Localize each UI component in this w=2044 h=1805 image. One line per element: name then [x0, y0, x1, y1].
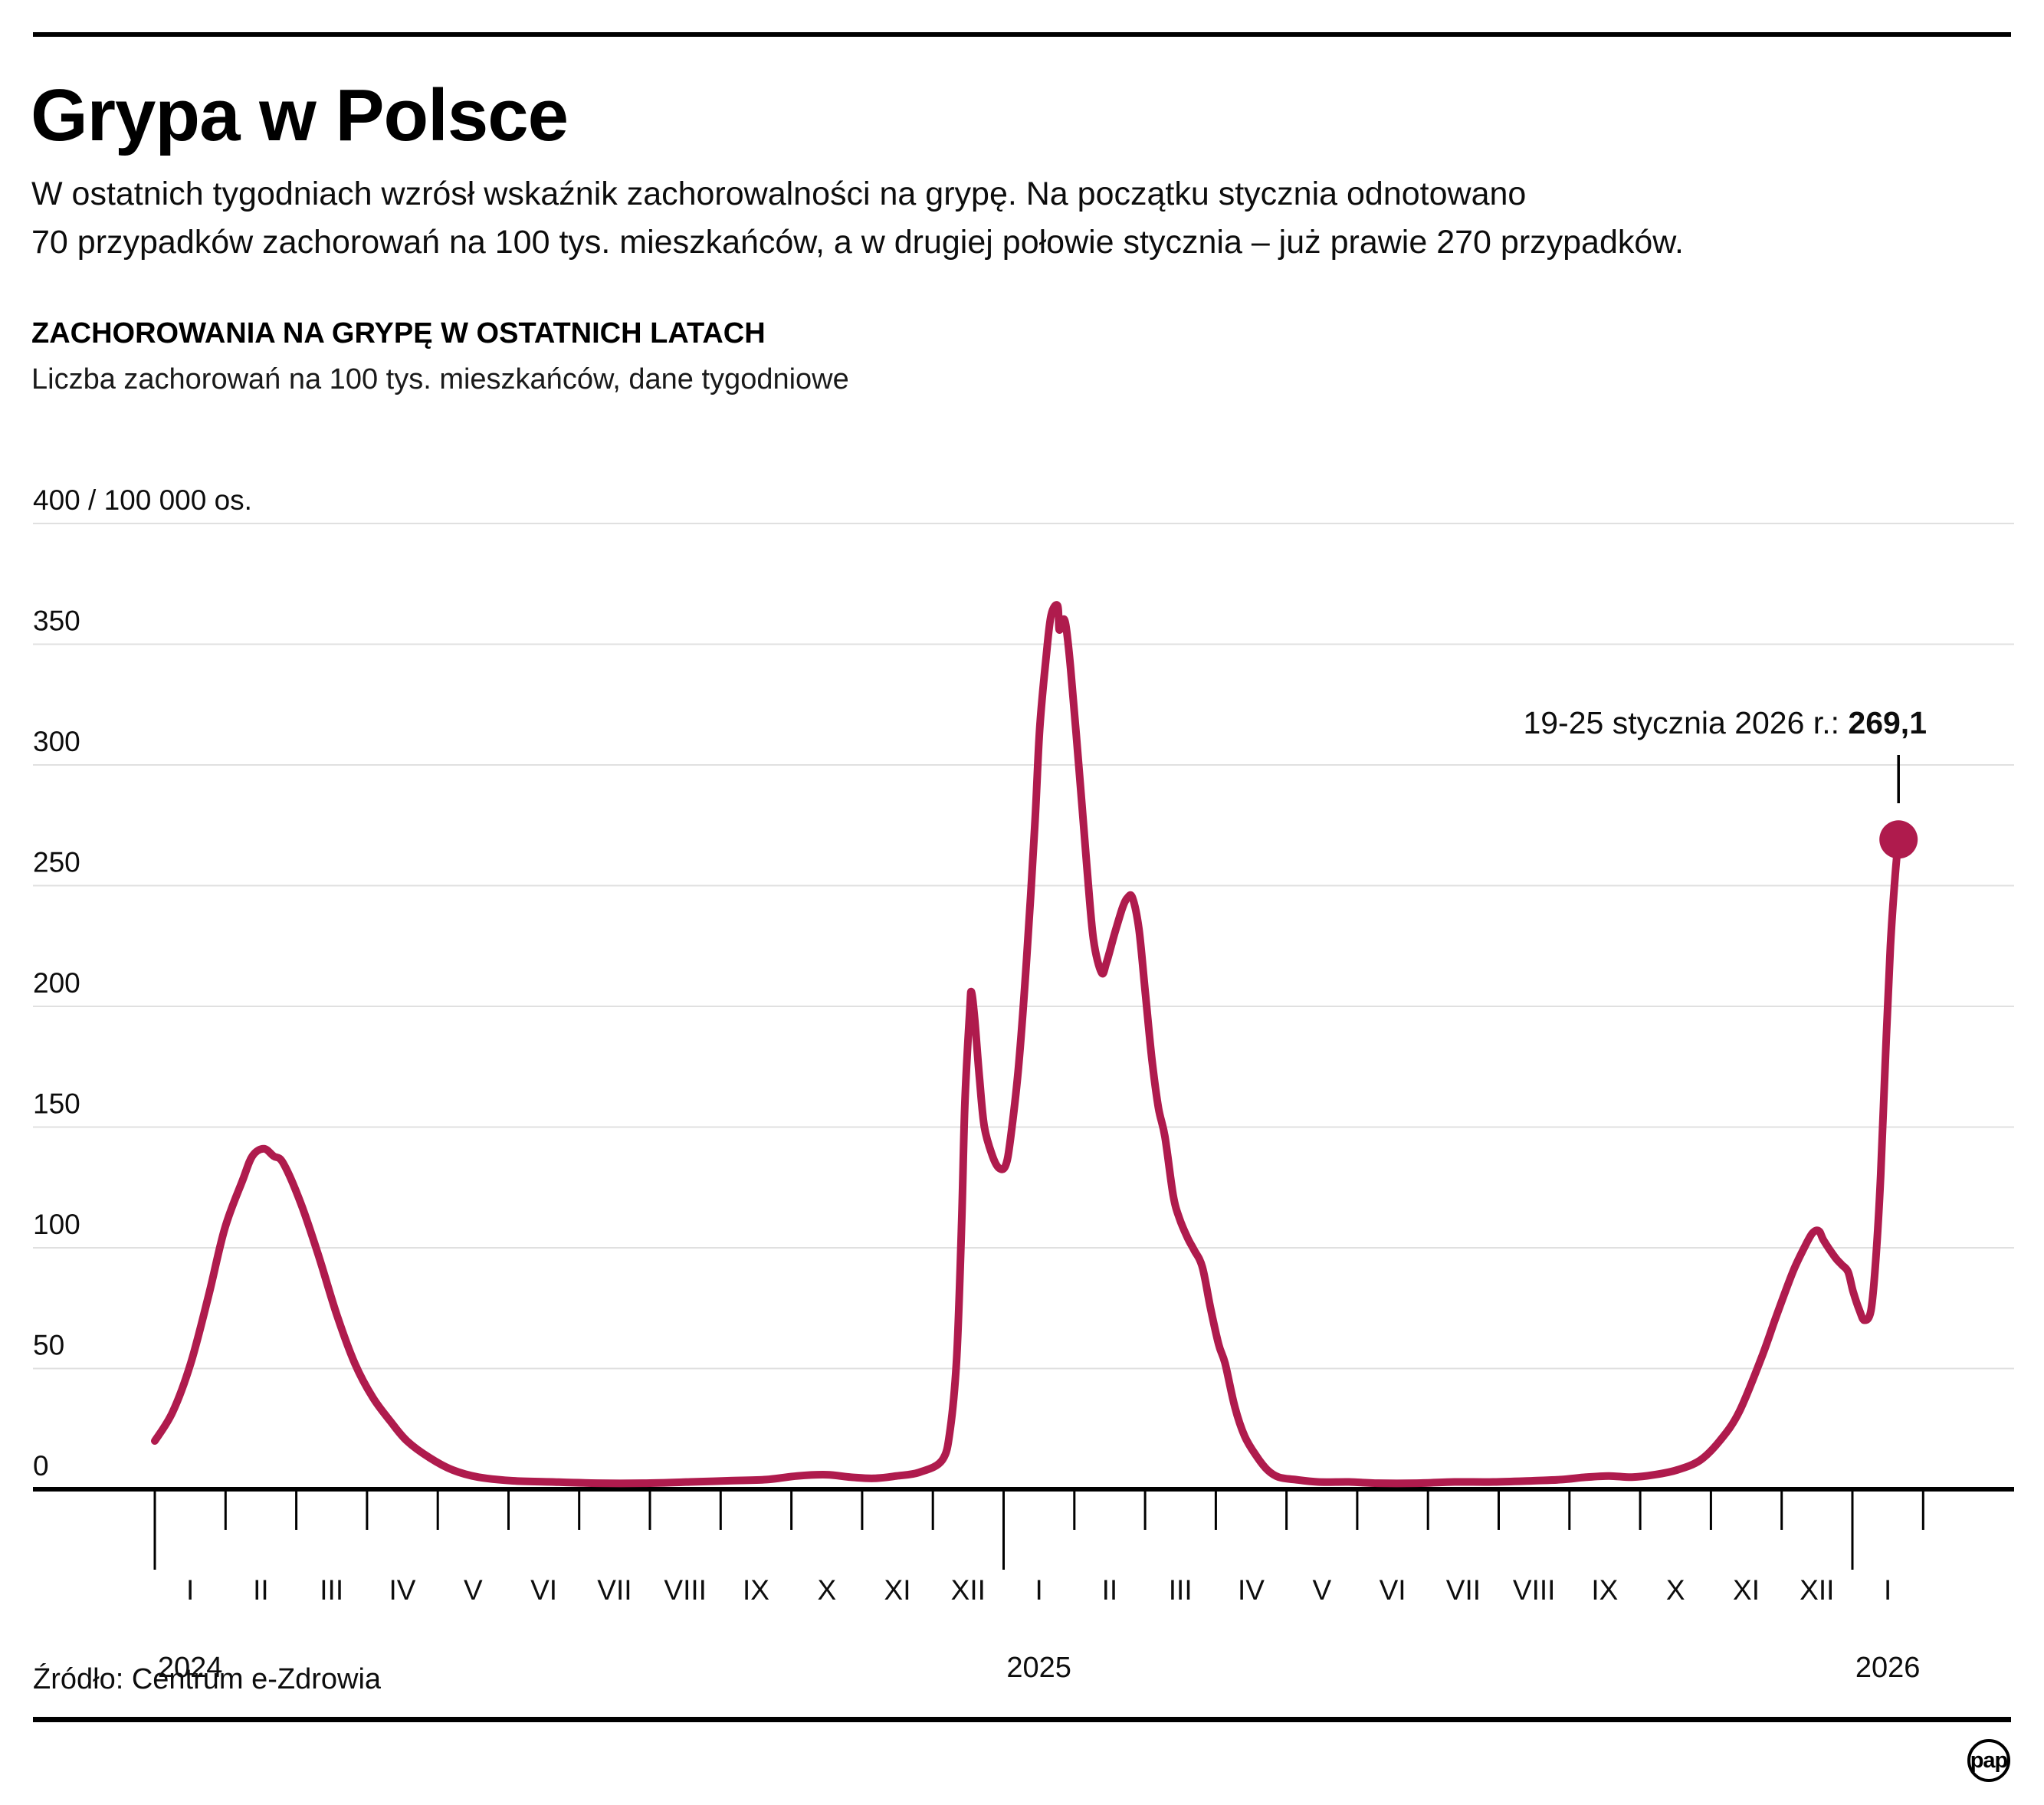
pap-logo: pap [1967, 1739, 2010, 1782]
bottom-rule [33, 1717, 2011, 1722]
intro-paragraph: W ostatnich tygodniach wzrósł wskaźnik z… [31, 170, 1684, 267]
x-month-label: XI [884, 1574, 911, 1606]
x-month-label: IV [389, 1574, 416, 1606]
y-tick-label-150: 150 [33, 1088, 80, 1120]
y-tick-label-300: 300 [33, 726, 80, 757]
x-month-label: VIII [664, 1574, 707, 1606]
x-month-label: III [1169, 1574, 1193, 1606]
x-month-label: I [1035, 1574, 1042, 1606]
x-month-label: XI [1733, 1574, 1760, 1606]
intro-line-1: W ostatnich tygodniach wzrósł wskaźnik z… [31, 176, 1527, 212]
x-month-label: VIII [1513, 1574, 1556, 1606]
pap-logo-text: pap [1970, 1748, 2009, 1773]
highlight-annotation-value: 269,1 [1848, 705, 1927, 740]
y-tick-label-0: 0 [33, 1450, 49, 1482]
x-month-label: II [1102, 1574, 1118, 1606]
x-month-label: VII [1446, 1574, 1481, 1606]
page-title: Grypa w Polsce [31, 74, 569, 156]
y-tick-label-50: 50 [33, 1330, 64, 1361]
x-year-label-2024: 2024 [158, 1652, 223, 1684]
x-month-label: X [817, 1574, 836, 1606]
incidence-line-series [151, 601, 1903, 1488]
intro-line-2: 70 przypadków zachorowań na 100 tys. mie… [31, 224, 1684, 261]
y-tick-label-350: 350 [33, 605, 80, 637]
x-year-label-2025: 2025 [1006, 1652, 1071, 1684]
y-axis-unit-label: 400 / 100 000 os. [33, 484, 252, 516]
latest-point-marker [1879, 820, 1918, 859]
chart-subheading: Liczba zachorowań na 100 tys. mieszkańcó… [31, 363, 849, 395]
y-tick-label-200: 200 [33, 967, 80, 999]
x-month-label: XII [1800, 1574, 1834, 1606]
source-credit: Źródło: Centrum e-Zdrowia [33, 1663, 382, 1695]
x-month-label: IX [743, 1574, 769, 1606]
x-month-label: II [253, 1574, 269, 1606]
x-month-label: III [320, 1574, 343, 1606]
x-month-label: V [464, 1574, 483, 1606]
x-month-label: VI [1380, 1574, 1406, 1606]
x-month-label: I [186, 1574, 194, 1606]
x-month-label: IX [1591, 1574, 1618, 1606]
highlight-annotation-label: 19-25 stycznia 2026 r.: [1523, 705, 1839, 740]
y-tick-label-250: 250 [33, 847, 80, 878]
x-month-label: XII [951, 1574, 986, 1606]
x-month-label: X [1666, 1574, 1685, 1606]
highlight-annotation: 19-25 stycznia 2026 r.: 269,1 [1523, 705, 1927, 741]
x-month-label: VII [597, 1574, 632, 1606]
x-year-label-2026: 2026 [1855, 1652, 1921, 1684]
x-month-label: I [1884, 1574, 1891, 1606]
y-tick-label-100: 100 [33, 1209, 80, 1240]
top-rule [33, 32, 2011, 37]
x-month-label: VI [530, 1574, 557, 1606]
chart-heading: ZACHOROWANIA NA GRYPĘ W OSTATNICH LATACH [31, 317, 766, 350]
x-month-label: V [1312, 1574, 1331, 1606]
x-month-label: IV [1238, 1574, 1265, 1606]
